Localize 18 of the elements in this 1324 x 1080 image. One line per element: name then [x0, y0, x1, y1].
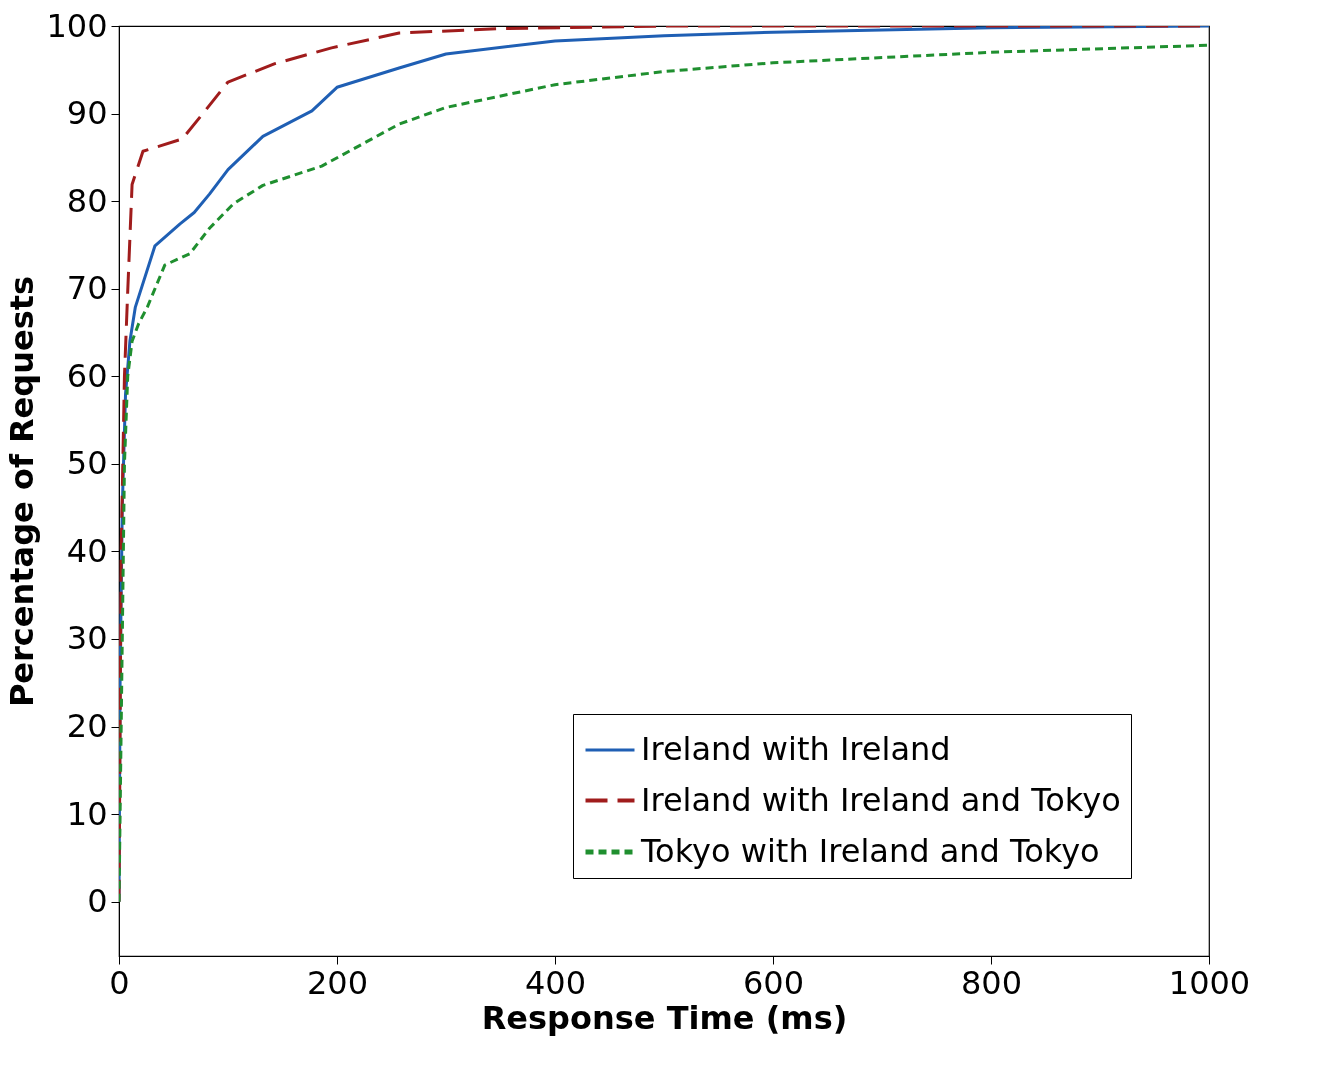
y-tick-label: 10 — [66, 794, 108, 833]
y-tick-label: 80 — [66, 181, 108, 220]
x-tick-label: 800 — [960, 963, 1023, 1002]
y-tick-label: 40 — [66, 531, 108, 570]
y-axis-title: Percentage of Requests — [3, 275, 42, 708]
x-tick-label: 200 — [306, 963, 369, 1002]
y-tick-label: 30 — [66, 619, 108, 658]
y-tick-label: 70 — [66, 269, 108, 308]
legend-label: Ireland with Ireland — [641, 730, 951, 768]
x-tick-label: 1000 — [1168, 963, 1251, 1002]
y-tick-label: 0 — [87, 882, 108, 921]
y-tick-label: 50 — [66, 444, 108, 483]
y-tick-label: 20 — [66, 707, 108, 746]
y-tick-label: 100 — [46, 6, 108, 45]
y-tick-label: 90 — [66, 94, 108, 133]
legend-label: Ireland with Ireland and Tokyo — [641, 780, 1121, 819]
y-tick-label: 60 — [66, 356, 108, 395]
legend-label: Tokyo with Ireland and Tokyo — [640, 832, 1100, 870]
